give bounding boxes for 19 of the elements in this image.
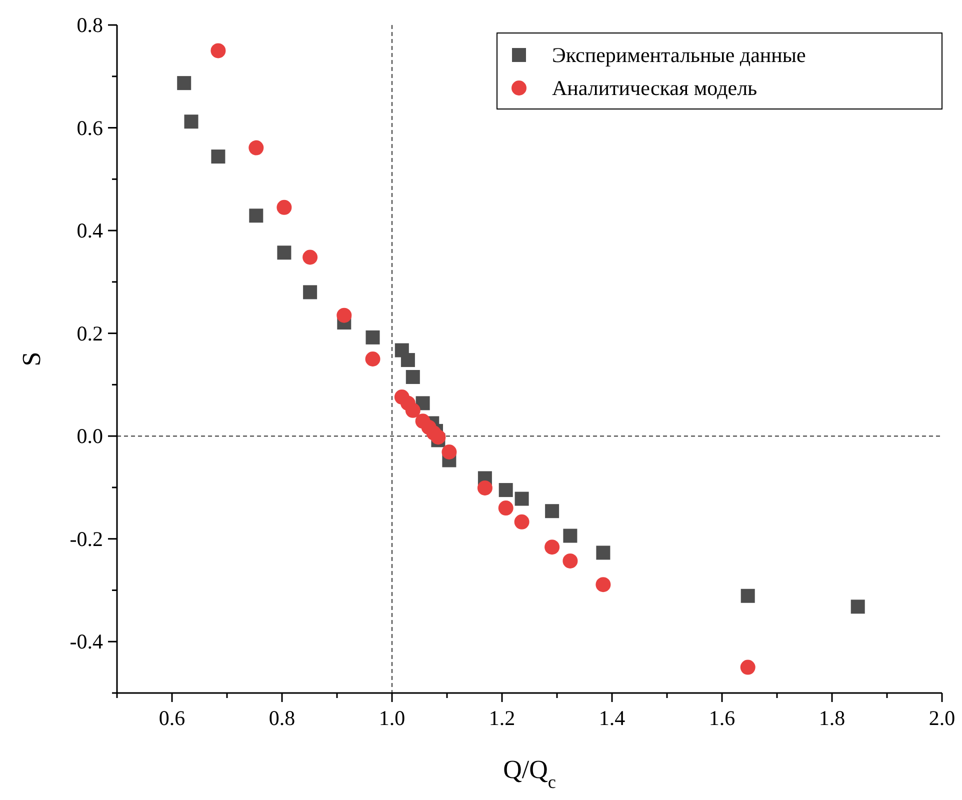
y-tick-label: 0.2 [76,321,103,346]
y-axis-title: S [17,352,46,366]
text: 1.0 [378,706,406,730]
x-tick-label: 1.2 [488,706,516,730]
x-tick-label: 1.4 [598,706,626,730]
y-tick-label: -0.4 [70,630,104,654]
legend-label: Аналитическая модель [552,76,758,100]
text: 2.0 [928,706,956,730]
y-tick-label: 0.6 [76,116,103,140]
y-tick-label: -0.2 [70,526,103,551]
legend-label: Экспериментальные данные [552,43,806,67]
x-tick-label: 1.6 [708,706,736,730]
x-tick-label: 0.8 [268,706,296,730]
x-axis-title: Q/Q$_{c}$ [503,755,556,792]
y-tick-label: 0.4 [76,218,104,243]
y-tick-label: 0.8 [76,13,103,37]
text: 0.0 [76,424,103,448]
x-tick-label: 1.8 [818,706,846,730]
x-tick-label: 0.6 [158,706,186,730]
